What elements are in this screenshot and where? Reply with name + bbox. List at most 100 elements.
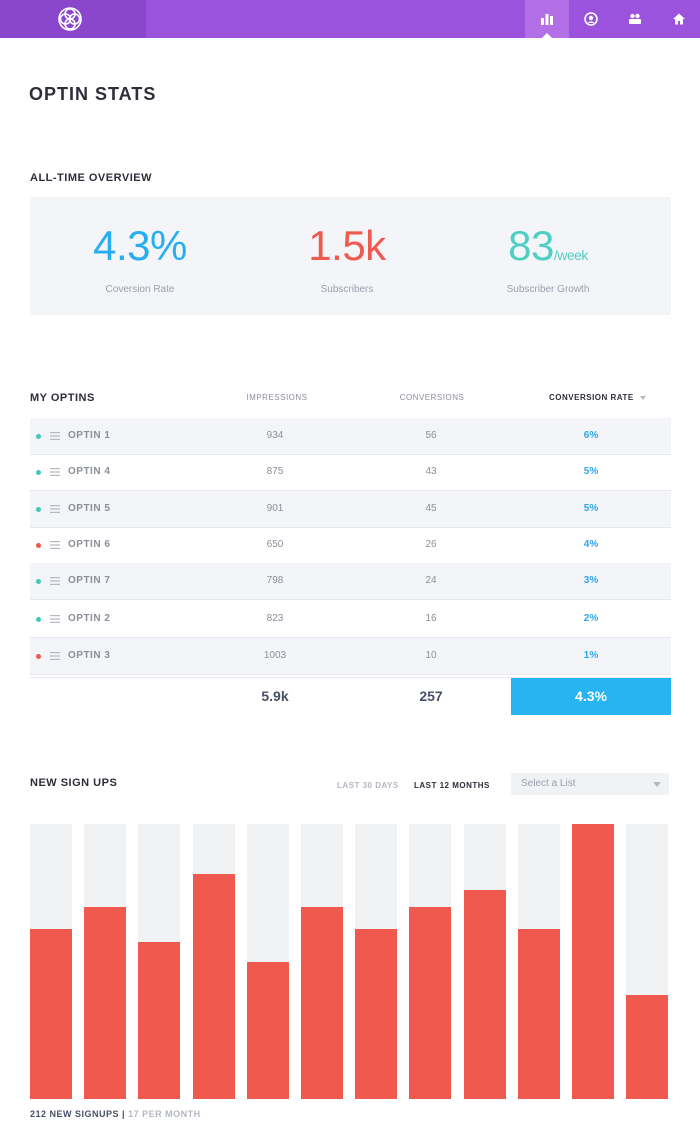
optin-name[interactable]: OPTIN 6 bbox=[68, 539, 111, 550]
column-header-conversions[interactable]: CONVERSIONS bbox=[399, 393, 465, 402]
chevron-down-icon bbox=[653, 782, 661, 787]
chart-bar[interactable] bbox=[517, 928, 560, 1099]
nav-stats[interactable] bbox=[525, 0, 569, 39]
chart-bar[interactable] bbox=[192, 873, 235, 1099]
range-last-30-days[interactable]: LAST 30 DAYS bbox=[337, 781, 399, 790]
stat-label: Subscribers bbox=[320, 284, 374, 295]
signups-separator: | bbox=[122, 1109, 126, 1119]
status-dot bbox=[36, 507, 41, 512]
impressions-cell: 650 bbox=[266, 539, 284, 550]
conversion-rate-cell: 4% bbox=[583, 539, 599, 550]
conversions-cell: 10 bbox=[425, 650, 437, 661]
totals-row: 5.9k 257 4.3% bbox=[30, 677, 671, 716]
conversions-cell: 24 bbox=[425, 575, 437, 586]
impressions-cell: 875 bbox=[266, 466, 284, 477]
chart-bar[interactable] bbox=[84, 906, 127, 1099]
stat-value: 83/week bbox=[448, 221, 648, 280]
overview-heading: ALL-TIME OVERVIEW bbox=[30, 172, 152, 184]
home-icon bbox=[673, 13, 685, 25]
stat-label: Coversion Rate bbox=[105, 284, 175, 295]
impressions-cell: 901 bbox=[266, 503, 284, 514]
chart-bar[interactable] bbox=[409, 906, 452, 1099]
stat-number: 4.3% bbox=[93, 222, 187, 269]
nav-users[interactable] bbox=[613, 0, 657, 38]
column-header-impressions[interactable]: IMPRESSIONS bbox=[246, 393, 308, 402]
drag-handle-icon[interactable] bbox=[50, 504, 60, 514]
list-select[interactable]: Select a List bbox=[511, 773, 669, 795]
drag-handle-icon[interactable] bbox=[50, 467, 60, 477]
status-dot bbox=[36, 579, 41, 584]
status-dot bbox=[36, 543, 41, 548]
chart-bar[interactable] bbox=[355, 928, 398, 1099]
optin-name[interactable]: OPTIN 3 bbox=[68, 650, 111, 661]
conversions-cell: 16 bbox=[425, 613, 437, 624]
conversion-rate-cell: 6% bbox=[583, 430, 599, 441]
optins-heading: MY OPTINS bbox=[30, 392, 95, 404]
page-title: OPTIN STATS bbox=[29, 84, 157, 104]
signups-total: 212 NEW SIGNUPS bbox=[30, 1109, 120, 1119]
conversion-rate-cell: 3% bbox=[583, 575, 599, 586]
conversion-rate-cell: 1% bbox=[583, 650, 599, 661]
table-row[interactable]: OPTIN 7 798 24 3% bbox=[30, 563, 671, 600]
chart-bar[interactable] bbox=[301, 906, 343, 1099]
chart-bar[interactable] bbox=[30, 928, 72, 1099]
conversions-cell: 26 bbox=[425, 539, 437, 550]
nav-account[interactable] bbox=[569, 0, 613, 38]
drag-handle-icon[interactable] bbox=[50, 576, 60, 586]
impressions-cell: 934 bbox=[266, 430, 284, 441]
chart-bar[interactable] bbox=[138, 942, 181, 1099]
stat-number: 1.5k bbox=[308, 222, 386, 269]
drag-handle-icon[interactable] bbox=[50, 651, 60, 661]
table-row[interactable]: OPTIN 1 934 56 6% bbox=[30, 418, 671, 455]
drag-handle-icon[interactable] bbox=[50, 540, 60, 550]
signups-heading: NEW SIGN UPS bbox=[30, 777, 118, 789]
total-impressions: 5.9k bbox=[261, 688, 289, 704]
conversions-cell: 56 bbox=[425, 430, 437, 441]
conversion-rate-cell: 5% bbox=[583, 503, 599, 514]
stat-label: Subscriber Growth bbox=[506, 284, 590, 295]
stat-subscriber-growth: 83/week Subscriber Growth bbox=[448, 221, 648, 295]
logo[interactable] bbox=[0, 0, 146, 38]
list-select-value: Select a List bbox=[521, 778, 576, 789]
conversion-rate-cell: 2% bbox=[583, 613, 599, 624]
table-row[interactable]: OPTIN 5 901 45 5% bbox=[30, 491, 671, 528]
table-row[interactable]: OPTIN 6 650 26 4% bbox=[30, 527, 671, 564]
nav-home[interactable] bbox=[657, 0, 700, 38]
drag-handle-icon[interactable] bbox=[50, 431, 60, 441]
column-header-conversion-rate[interactable]: CONVERSION RATE bbox=[549, 393, 647, 402]
optin-name[interactable]: OPTIN 4 bbox=[68, 466, 111, 477]
signups-summary: 212 NEW SIGNUPS | 17 PER MONTH bbox=[30, 1109, 201, 1119]
impressions-cell: 1003 bbox=[263, 650, 287, 661]
conversion-rate-cell: 5% bbox=[583, 466, 599, 477]
overview-panel: 4.3% Coversion Rate 1.5k Subscribers 83/… bbox=[30, 197, 671, 315]
user-circle-icon bbox=[584, 12, 598, 26]
table-row[interactable]: OPTIN 2 823 16 2% bbox=[30, 601, 671, 638]
optin-name[interactable]: OPTIN 1 bbox=[68, 430, 111, 441]
optin-name[interactable]: OPTIN 2 bbox=[68, 613, 111, 624]
chart-bar[interactable] bbox=[463, 890, 506, 1099]
stat-value: 1.5k bbox=[247, 221, 447, 280]
logo-icon bbox=[58, 7, 82, 31]
range-last-12-months[interactable]: LAST 12 MONTHS bbox=[414, 781, 490, 790]
column-header-label: CONVERSION RATE bbox=[549, 393, 634, 402]
stat-subscribers: 1.5k Subscribers bbox=[247, 221, 447, 295]
stat-number: 83 bbox=[508, 222, 554, 269]
impressions-cell: 823 bbox=[266, 613, 284, 624]
chart-bar[interactable] bbox=[572, 824, 614, 1099]
users-icon bbox=[629, 13, 641, 24]
conversions-cell: 43 bbox=[425, 466, 437, 477]
status-dot bbox=[36, 654, 41, 659]
total-conversions: 257 bbox=[419, 688, 443, 704]
drag-handle-icon[interactable] bbox=[50, 614, 60, 624]
chart-bar[interactable] bbox=[246, 961, 289, 1099]
table-row[interactable]: OPTIN 4 875 43 5% bbox=[30, 454, 671, 491]
signups-rate: 17 PER MONTH bbox=[128, 1109, 201, 1119]
status-dot bbox=[36, 434, 41, 439]
status-dot bbox=[36, 470, 41, 475]
optin-name[interactable]: OPTIN 5 bbox=[68, 503, 111, 514]
chart-bar[interactable] bbox=[626, 994, 669, 1099]
table-row[interactable]: OPTIN 3 1003 10 1% bbox=[30, 638, 671, 675]
impressions-cell: 798 bbox=[266, 575, 284, 586]
optin-name[interactable]: OPTIN 7 bbox=[68, 575, 111, 586]
stat-conversion-rate: 4.3% Coversion Rate bbox=[40, 221, 240, 295]
